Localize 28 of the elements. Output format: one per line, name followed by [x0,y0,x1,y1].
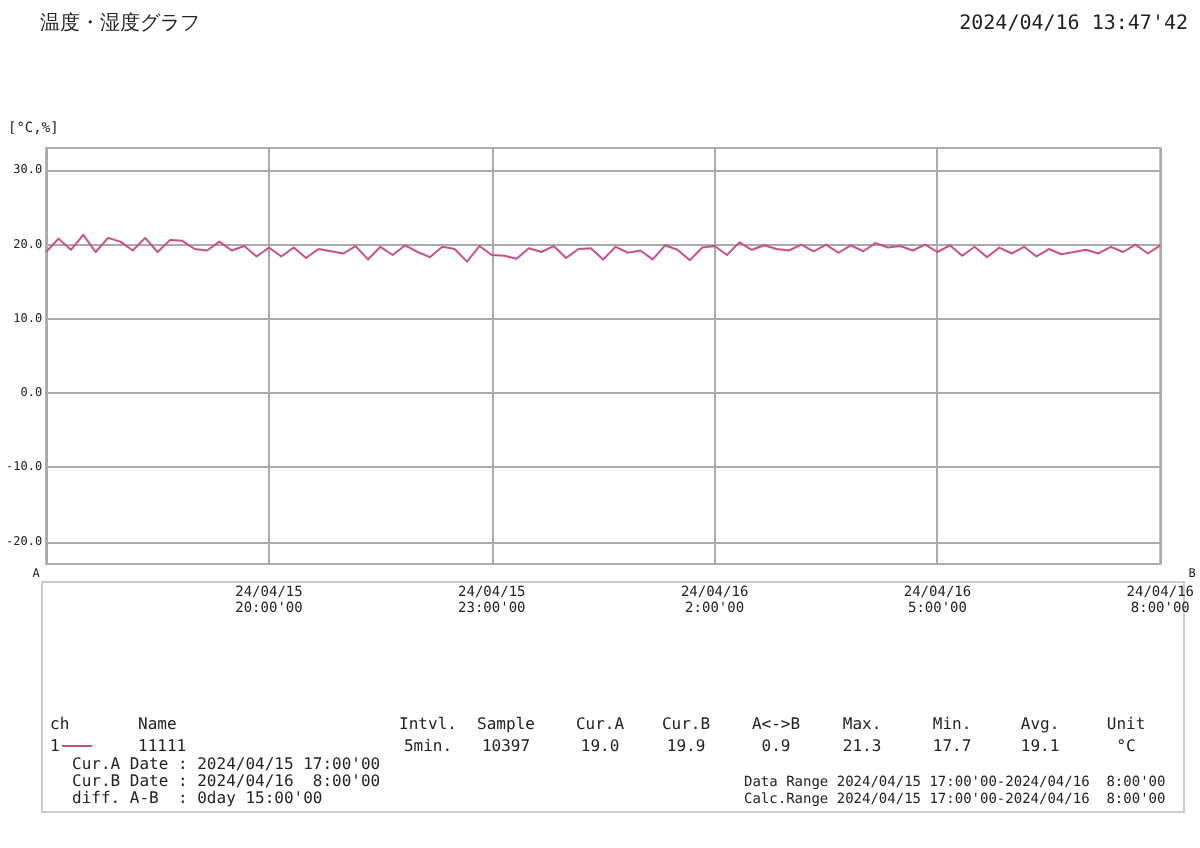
chart-subtitle: 2024/04/16 13:47'42 [959,13,1188,35]
text: ch [50,715,70,733]
text: Unit [1106,715,1146,733]
text: Avg. [1020,715,1060,733]
text: 19.0 [580,737,620,755]
text: 21.3 [842,737,882,755]
text: Cur.B Date : 2024/04/16 8:00'00 [72,772,381,790]
line-series [45,233,1162,263]
text: A<->B [751,715,801,733]
text: 10397 [481,737,531,755]
text: 1 [50,737,60,755]
text: Cur.A Date : 2024/04/15 17:00'00 [72,755,381,773]
text: 5min. [403,737,453,755]
text: 11111 [138,737,187,755]
text: Cur.B [661,715,711,733]
chart-title: 温度・湿度グラフ [40,11,200,35]
text: Name [138,715,177,733]
text: Cur.A [575,715,625,733]
text: Max. [842,715,882,733]
text: diff. A-B : 0day 15:00'00 [72,789,323,807]
text: Sample [477,715,536,733]
text: Intvl. [399,715,457,733]
text: 0.9 [761,737,791,755]
text: Min. [932,715,972,733]
text: °C [1116,737,1136,755]
text: 17.7 [932,737,972,755]
text: 19.9 [666,737,706,755]
text: 19.1 [1020,737,1060,755]
